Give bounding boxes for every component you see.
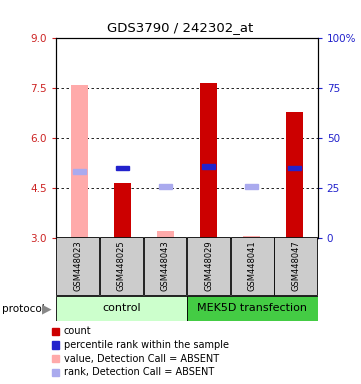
Bar	[157, 232, 174, 238]
Bar	[73, 169, 86, 174]
FancyBboxPatch shape	[144, 237, 186, 295]
FancyBboxPatch shape	[231, 237, 274, 295]
Bar	[52, 328, 59, 335]
Bar	[245, 184, 258, 189]
Bar	[52, 341, 59, 349]
Text: rank, Detection Call = ABSENT: rank, Detection Call = ABSENT	[64, 367, 214, 377]
Text: GSM448043: GSM448043	[161, 240, 170, 291]
Bar	[286, 112, 303, 238]
Bar	[200, 83, 217, 238]
Text: control: control	[102, 303, 141, 313]
Text: value, Detection Call = ABSENT: value, Detection Call = ABSENT	[64, 354, 219, 364]
FancyBboxPatch shape	[56, 237, 99, 295]
FancyBboxPatch shape	[100, 237, 143, 295]
Text: protocol: protocol	[2, 304, 44, 314]
Bar	[288, 166, 300, 170]
FancyBboxPatch shape	[274, 237, 317, 295]
Text: MEK5D transfection: MEK5D transfection	[197, 303, 307, 313]
Bar	[159, 184, 172, 189]
Text: GSM448025: GSM448025	[117, 241, 126, 291]
Text: count: count	[64, 326, 92, 336]
Text: GSM448023: GSM448023	[73, 240, 82, 291]
Text: GSM448029: GSM448029	[204, 241, 213, 291]
Text: GSM448041: GSM448041	[248, 241, 257, 291]
FancyBboxPatch shape	[187, 296, 318, 321]
Text: percentile rank within the sample: percentile rank within the sample	[64, 340, 229, 350]
FancyBboxPatch shape	[56, 296, 187, 321]
Bar	[114, 183, 131, 238]
FancyBboxPatch shape	[187, 237, 230, 295]
Text: GSM448047: GSM448047	[291, 240, 300, 291]
Bar	[71, 85, 88, 238]
Bar	[202, 164, 215, 169]
Text: GDS3790 / 242302_at: GDS3790 / 242302_at	[107, 21, 254, 34]
Text: ▶: ▶	[42, 302, 51, 315]
Bar	[243, 237, 260, 238]
Bar	[116, 166, 129, 170]
Bar	[52, 369, 59, 376]
Bar	[52, 355, 59, 362]
